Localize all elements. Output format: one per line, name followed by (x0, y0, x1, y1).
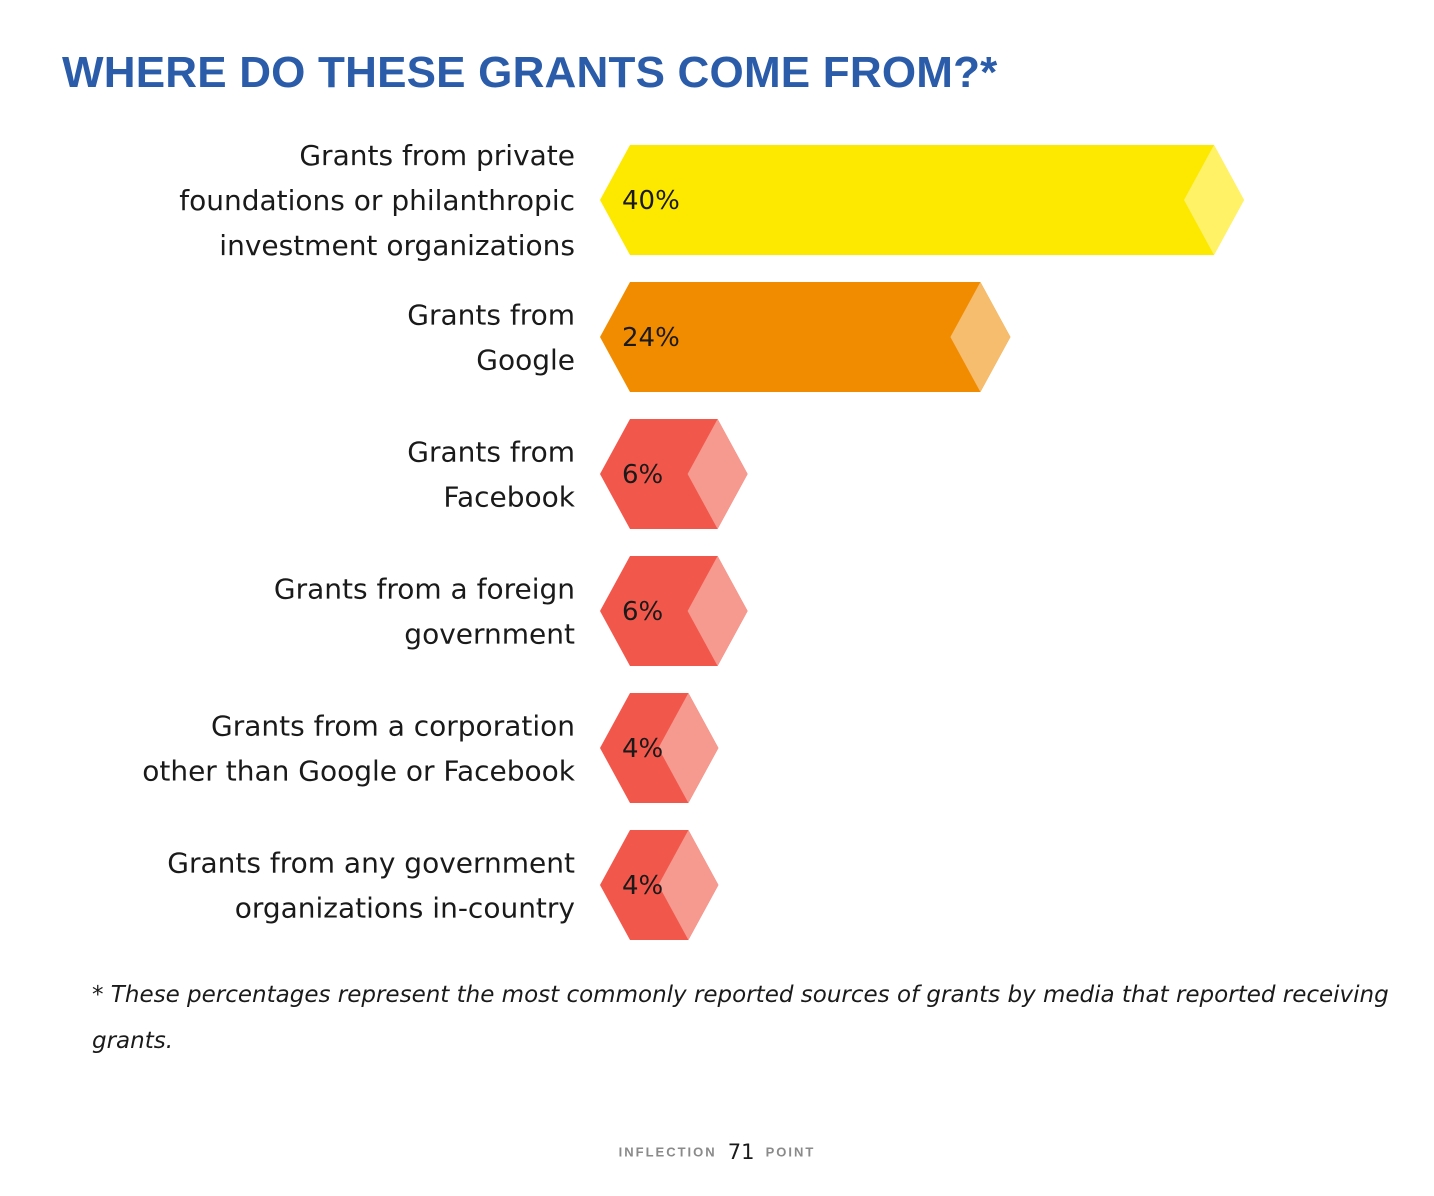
footer-brand-left: INFLECTION (618, 1144, 717, 1160)
bar-value-label: 6% (622, 597, 663, 627)
category-label: Grants from any government organizations … (167, 847, 575, 925)
bar-group: 40% Grants from private foundations or phi… (179, 139, 1244, 262)
bar-facet (658, 693, 719, 803)
bar-value-label: 4% (622, 871, 663, 901)
page-number: 71 (727, 1140, 755, 1164)
category-label-line: Grants from any government (167, 847, 575, 880)
bar-value-label: 40% (622, 186, 680, 216)
bar-facet (658, 830, 719, 940)
category-label: Grants from a corporation other than Goog… (142, 710, 576, 788)
category-label: Grants from a foreign government (274, 573, 575, 651)
category-label-line: Facebook (443, 481, 575, 514)
page-title: WHERE DO THESE GRANTS COME FROM?* (62, 48, 998, 97)
category-label-line: Grants from (407, 299, 575, 332)
category-label-line: Grants from a corporation (211, 710, 575, 743)
category-label-line: Grants from a foreign (274, 573, 575, 606)
bar-facet (1184, 145, 1244, 255)
footer-brand-right: POINT (765, 1144, 816, 1160)
bar-group: 4% Grants from any government organization… (167, 830, 719, 940)
bar-value-label: 6% (622, 460, 663, 490)
bar-group: 4% Grants from a corporation other than Go… (142, 693, 719, 803)
category-label: Grants from private foundations or philan… (179, 139, 575, 262)
grants-bar-chart: 40% Grants from private foundations or phi… (142, 139, 1244, 940)
bar-value-label: 4% (622, 734, 663, 764)
bar (600, 145, 1244, 255)
footnote: * These percentages represent the most c… (92, 982, 1389, 1054)
bar-group: 6% Grants from a foreign government (274, 556, 748, 666)
category-label-line: organizations in-country (235, 892, 575, 925)
category-label-line: foundations or philanthropic (179, 184, 575, 217)
bar (600, 282, 1011, 392)
bar-facet (950, 282, 1011, 392)
bar-group: 24% Grants from Google (407, 282, 1011, 392)
bar-facet (687, 419, 748, 529)
bar-value-label: 24% (622, 323, 680, 353)
category-label-line: Grants from (407, 436, 575, 469)
bar-facet (687, 556, 748, 666)
category-label: Grants from Facebook (407, 436, 576, 514)
bar-group: 6% Grants from Facebook (407, 419, 748, 529)
category-label-line: government (404, 618, 575, 651)
category-label-line: investment organizations (219, 229, 575, 262)
category-label: Grants from Google (407, 299, 575, 377)
page-footer: INFLECTION 71 POINT (0, 1140, 1434, 1164)
category-label-line: other than Google or Facebook (142, 755, 576, 788)
category-label-line: Google (476, 344, 575, 377)
category-label-line: Grants from private (299, 139, 575, 172)
